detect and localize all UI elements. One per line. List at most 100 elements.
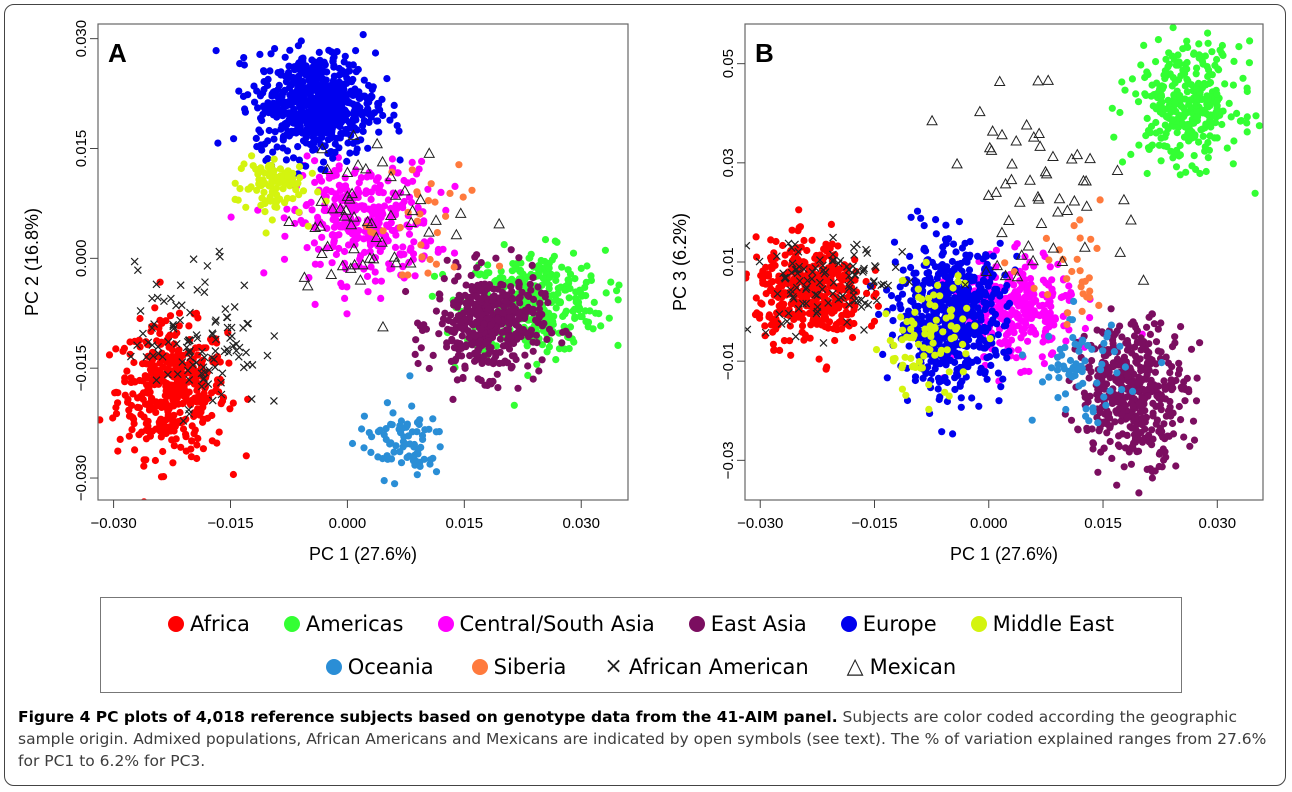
data-point: [1193, 107, 1201, 115]
data-point: [601, 246, 610, 254]
data-point: [295, 208, 303, 216]
data-point: [1065, 367, 1073, 375]
data-point: [961, 257, 969, 265]
data-point: [838, 311, 846, 320]
data-point: [370, 203, 378, 211]
data-point: [340, 94, 349, 102]
data-point: [578, 313, 586, 321]
data-point: [1189, 417, 1198, 425]
data-point: [1173, 129, 1181, 137]
data-point: [285, 62, 293, 70]
data-point: [1157, 157, 1165, 165]
data-point: [595, 310, 603, 318]
data-point: [1045, 373, 1053, 381]
data-point: [303, 152, 311, 160]
series-europe: [866, 207, 1021, 438]
data-point: [170, 442, 178, 450]
data-point: [788, 259, 797, 268]
data-point: [424, 185, 432, 193]
data-point: [1230, 57, 1238, 65]
data-point: [298, 271, 311, 282]
data-point: [156, 329, 164, 337]
data-point: [1003, 339, 1011, 348]
data-point: [1171, 99, 1179, 107]
data-point: [505, 332, 513, 340]
data-point: [1086, 293, 1094, 301]
data-point: [975, 402, 983, 410]
data-point: [512, 321, 520, 329]
data-point: [229, 399, 237, 407]
data-point: [440, 275, 448, 283]
data-point: [1161, 383, 1169, 391]
data-point: [1183, 37, 1191, 45]
series-east-asia: [1061, 305, 1204, 497]
data-point: [328, 231, 336, 239]
data-point: [499, 274, 507, 282]
data-point: [449, 395, 457, 403]
data-point: [271, 203, 279, 211]
data-point: [1204, 139, 1212, 147]
data-point: [947, 267, 956, 276]
data-point: [931, 263, 940, 271]
data-point: [382, 425, 390, 433]
data-point: [566, 323, 575, 331]
data-point: [925, 275, 933, 283]
data-point: [360, 76, 368, 84]
data-point: [1167, 376, 1175, 384]
data-point: [332, 171, 340, 179]
data-point: [367, 195, 375, 203]
data-point: [1162, 353, 1170, 361]
data-point: [199, 415, 207, 423]
data-point: [949, 284, 957, 292]
data-point: [578, 292, 586, 300]
data-point: [151, 304, 159, 312]
data-point: [169, 320, 178, 329]
data-point: [1190, 50, 1198, 58]
data-point: [909, 334, 917, 342]
data-point: [155, 324, 163, 332]
data-point: [912, 269, 920, 277]
data-point: [1122, 393, 1130, 401]
data-point: [1180, 378, 1188, 386]
data-point: [1076, 267, 1084, 275]
data-point: [129, 414, 137, 422]
data-point: [869, 278, 878, 287]
data-point: [523, 342, 531, 350]
data-point: [496, 294, 504, 302]
data-point: [911, 376, 920, 385]
data-point: [186, 308, 194, 317]
data-point: [1088, 357, 1096, 365]
data-point: [968, 394, 976, 402]
data-point: [1168, 419, 1177, 428]
x-tick-label: −0.030: [90, 515, 136, 532]
data-point: [774, 321, 782, 329]
data-point: [867, 283, 876, 292]
data-point: [1093, 244, 1101, 252]
data-point: [887, 292, 896, 300]
data-point: [333, 219, 341, 227]
data-point: [377, 213, 385, 221]
data-point: [761, 328, 770, 337]
data-point: [745, 241, 751, 250]
data-point: [545, 281, 553, 289]
data-point: [369, 83, 377, 91]
data-point: [353, 126, 361, 134]
data-point: [786, 322, 794, 330]
data-point: [365, 217, 378, 229]
data-point: [1143, 365, 1151, 373]
data-point: [454, 296, 462, 304]
data-point: [529, 295, 538, 303]
data-point: [781, 274, 790, 283]
data-point: [345, 218, 358, 230]
data-point: [223, 323, 232, 332]
data-point: [1171, 339, 1179, 347]
data-point: [1145, 348, 1153, 357]
data-point: [898, 290, 907, 298]
data-point: [1204, 72, 1212, 80]
data-point: [280, 255, 289, 263]
data-point: [343, 193, 356, 204]
data-point: [1169, 154, 1177, 162]
data-point: [317, 177, 326, 185]
data-point: [474, 346, 482, 354]
data-point: [605, 314, 613, 322]
